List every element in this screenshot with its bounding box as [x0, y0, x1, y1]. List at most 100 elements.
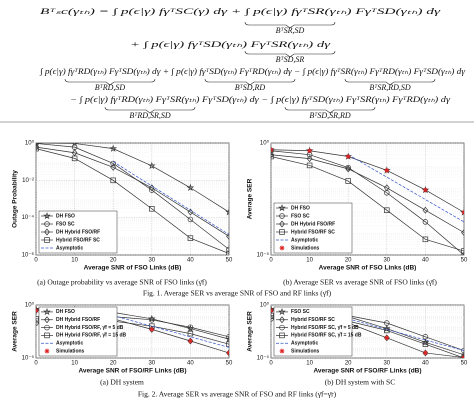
marker — [384, 327, 390, 334]
marker — [187, 330, 194, 337]
legend-marker — [279, 332, 285, 339]
legend-marker — [279, 348, 285, 354]
marker — [226, 246, 229, 253]
legend-label: DH Hybrid FSO/RF — [56, 317, 100, 323]
legend-label: Asymptotic — [56, 245, 83, 251]
x-tick-label: 10 — [306, 258, 313, 264]
marker — [461, 209, 464, 215]
underbrace — [104, 106, 196, 114]
subcaption: (b) DH system with SC — [325, 378, 395, 387]
marker — [226, 250, 229, 255]
y-axis-label: Average SER — [247, 178, 254, 219]
marker — [186, 183, 195, 192]
y-tick-label: 10⁻⁵ — [22, 355, 35, 362]
marker — [226, 232, 229, 240]
x-tick-label: 0 — [34, 258, 38, 264]
legend-label: Simulations — [56, 348, 85, 354]
x-tick-label: 50 — [226, 361, 233, 367]
x-axis-label: Average SNR of FSO Links (dB) — [84, 265, 182, 272]
x-tick-label: 0 — [269, 258, 273, 264]
marker — [307, 148, 312, 154]
brace-label: BᵀSR,SD — [276, 26, 305, 35]
brace-label: BᵀSD,SR — [276, 55, 305, 64]
marker — [382, 324, 391, 332]
x-tick-label: 40 — [187, 361, 194, 367]
x-tick-label: 50 — [461, 361, 468, 367]
equation-line: Bᵀₛc(γₜₕ) = ∫ p(ϵ|γ) fγᵀSC(γ) dγ + ∫ p(ϵ… — [40, 7, 442, 16]
y-tick-label: 10⁻⁵ — [257, 355, 270, 362]
series-line — [348, 318, 464, 351]
marker — [36, 320, 39, 326]
marker — [345, 178, 351, 184]
series-layer — [36, 143, 229, 255]
legend-marker — [44, 324, 50, 331]
marker — [110, 163, 117, 171]
legend-marker — [279, 316, 285, 324]
x-axis-label: Average SNR of FSO/RF Links (dB) — [313, 368, 421, 375]
marker — [36, 316, 39, 322]
brace-label: BᵀSR,RD,SD — [369, 83, 411, 92]
marker — [271, 305, 275, 313]
legend-label: Asymptotic — [56, 341, 83, 347]
marker — [384, 207, 390, 213]
brace-label: BᵀRD,SD — [95, 83, 126, 92]
marker — [187, 235, 194, 241]
legend-label: Hybrid FSO/RF SC, γ̄f = 5 dB — [291, 325, 359, 331]
x-tick-label: 50 — [226, 258, 233, 264]
legend-label: Hybrid FSO/RF SC — [56, 237, 100, 243]
marker — [345, 154, 351, 159]
marker — [226, 350, 229, 356]
y-axis-label: Average SER — [247, 311, 254, 352]
legend-marker — [279, 213, 285, 219]
marker — [149, 206, 155, 212]
legend-label: Asymptotic — [291, 341, 318, 347]
x-axis-label: Average SNR of FSO/RF Links (dB) — [78, 368, 186, 375]
x-tick-label: 30 — [383, 258, 390, 264]
x-tick-label: 30 — [148, 361, 155, 367]
marker — [271, 312, 274, 319]
x-tick-label: 0 — [269, 361, 273, 367]
legend-box — [38, 306, 118, 357]
brace-label: BᵀRD,SR,SD — [129, 111, 171, 120]
subcaption: (b) Average SER vs average SNR of FSO li… — [283, 278, 437, 287]
legend-marker — [279, 229, 285, 235]
legend-marker — [278, 307, 286, 316]
series-line — [36, 148, 229, 254]
legend-label: Simulations — [291, 245, 320, 251]
legend-marker — [43, 211, 51, 220]
brace-label: BᵀSD,SR,RD — [309, 111, 351, 120]
legend-label: DH Hybrid FSO/RF, γ̄f = 15 dB — [56, 333, 127, 339]
series-line — [36, 146, 229, 237]
legend-marker — [279, 245, 285, 251]
marker — [225, 208, 229, 216]
x-tick-label: 30 — [148, 258, 155, 264]
legend-box — [273, 306, 353, 357]
marker — [147, 161, 156, 170]
series-line — [271, 149, 464, 213]
marker — [226, 341, 229, 347]
marker — [226, 334, 229, 340]
marker — [187, 208, 194, 216]
x-tick-label: 20 — [345, 361, 352, 367]
marker — [271, 316, 274, 322]
x-tick-label: 20 — [110, 361, 117, 367]
y-axis-label: Outage Probability — [12, 170, 19, 228]
brace-label: BᵀSD,RD — [235, 83, 266, 92]
underbrace — [244, 50, 336, 58]
marker — [422, 334, 429, 340]
marker — [423, 187, 428, 193]
legend-marker — [44, 237, 50, 243]
y-tick-label: 10⁻² — [22, 178, 34, 184]
series-line — [271, 156, 464, 252]
marker — [422, 206, 429, 214]
marker — [149, 317, 155, 323]
series-layer — [271, 145, 464, 255]
marker — [306, 155, 313, 163]
legend-marker — [279, 324, 285, 331]
marker — [384, 335, 390, 341]
legend-label: Asymptotic — [291, 237, 318, 243]
y-tick-label: 10⁰ — [25, 140, 35, 147]
legend-label: DH Hybrid FSO/RF — [56, 229, 100, 235]
x-tick-label: 20 — [110, 258, 117, 264]
legend-label: DH FSO — [56, 213, 75, 219]
